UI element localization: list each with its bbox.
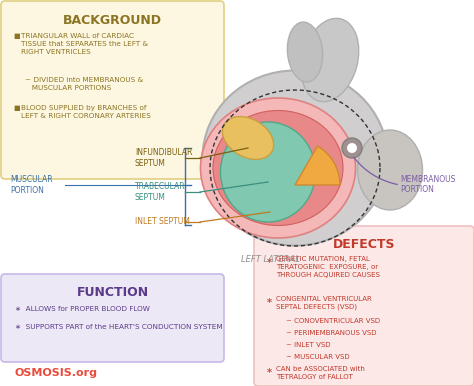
Ellipse shape xyxy=(222,117,273,159)
Text: ~ INLET VSD: ~ INLET VSD xyxy=(286,342,330,348)
Text: ~ PERIMEMBRANOUS VSD: ~ PERIMEMBRANOUS VSD xyxy=(286,330,376,336)
Text: ~ DIVIDED into MEMBRANOUS &
   MUSCULAR PORTIONS: ~ DIVIDED into MEMBRANOUS & MUSCULAR POR… xyxy=(25,77,143,91)
Text: DEFECTS: DEFECTS xyxy=(333,237,395,251)
Text: INLET SEPTUM: INLET SEPTUM xyxy=(135,217,190,227)
Text: ∗: ∗ xyxy=(266,296,273,305)
Text: CAN be ASSOCIATED with
TETRALOGY of FALLOT: CAN be ASSOCIATED with TETRALOGY of FALL… xyxy=(276,366,365,380)
Text: GENETIC MUTATION, FETAL
TERATOGENIC  EXPOSURE, or
THROUGH ACQUIRED CAUSES: GENETIC MUTATION, FETAL TERATOGENIC EXPO… xyxy=(276,256,380,278)
Ellipse shape xyxy=(202,71,388,245)
Text: MEMBRANOUS
PORTION: MEMBRANOUS PORTION xyxy=(400,175,456,195)
Text: MUSCULAR
PORTION: MUSCULAR PORTION xyxy=(10,174,53,195)
Ellipse shape xyxy=(287,22,323,82)
Text: ■: ■ xyxy=(13,105,19,111)
Circle shape xyxy=(347,143,357,153)
Text: ∗  ALLOWS for PROPER BLOOD FLOW: ∗ ALLOWS for PROPER BLOOD FLOW xyxy=(15,306,150,312)
Text: CONGENITAL VENTRICULAR
SEPTAL DEFECTS (VSD): CONGENITAL VENTRICULAR SEPTAL DEFECTS (V… xyxy=(276,296,372,310)
Text: INFUNDIBULAR
SEPTUM: INFUNDIBULAR SEPTUM xyxy=(135,147,192,168)
Ellipse shape xyxy=(220,122,316,222)
Ellipse shape xyxy=(357,130,422,210)
FancyBboxPatch shape xyxy=(1,274,224,362)
Ellipse shape xyxy=(201,98,356,238)
Text: ~ CONOVENTRICULAR VSD: ~ CONOVENTRICULAR VSD xyxy=(286,318,380,324)
Text: BLOOD SUPPLIED by BRANCHES of
LEFT & RIGHT CORONARY ARTERIES: BLOOD SUPPLIED by BRANCHES of LEFT & RIG… xyxy=(21,105,151,119)
Text: ~ MUSCULAR VSD: ~ MUSCULAR VSD xyxy=(286,354,350,360)
Ellipse shape xyxy=(301,19,359,102)
Text: LEFT LATERAL: LEFT LATERAL xyxy=(241,255,300,264)
Wedge shape xyxy=(295,146,340,185)
Text: ∗: ∗ xyxy=(266,256,273,265)
Circle shape xyxy=(342,138,362,158)
Text: BACKGROUND: BACKGROUND xyxy=(63,15,162,27)
Text: OSMOSIS.org: OSMOSIS.org xyxy=(14,368,97,378)
Text: TRABECULAR
SEPTUM: TRABECULAR SEPTUM xyxy=(135,181,186,202)
FancyBboxPatch shape xyxy=(254,226,474,386)
Text: FUNCTION: FUNCTION xyxy=(76,286,148,298)
Text: TRIANGULAR WALL of CARDIAC
TISSUE that SEPARATES the LEFT &
RIGHT VENTRICLES: TRIANGULAR WALL of CARDIAC TISSUE that S… xyxy=(21,33,148,55)
Ellipse shape xyxy=(213,110,343,225)
Text: ∗  SUPPORTS PART of the HEART'S CONDUCTION SYSTEM: ∗ SUPPORTS PART of the HEART'S CONDUCTIO… xyxy=(15,324,223,330)
FancyBboxPatch shape xyxy=(1,1,224,179)
Text: ■: ■ xyxy=(13,33,19,39)
Text: ∗: ∗ xyxy=(266,366,273,375)
